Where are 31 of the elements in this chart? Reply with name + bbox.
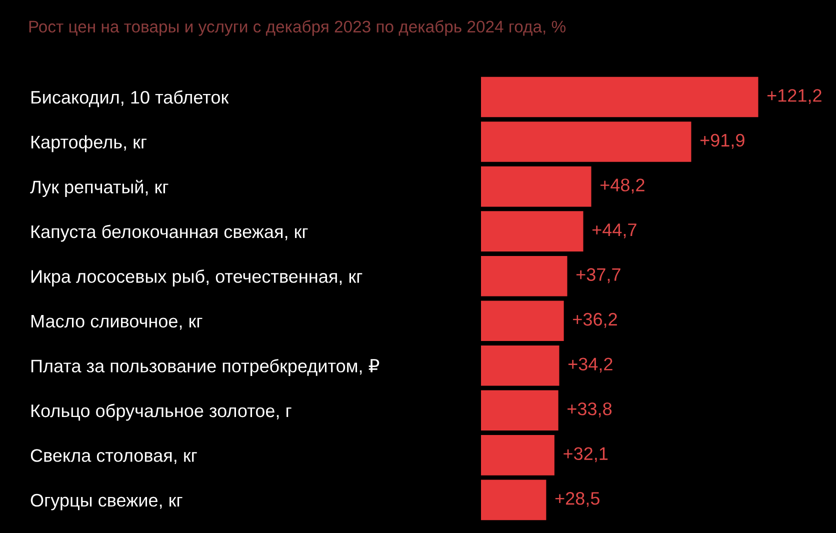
bar	[481, 211, 584, 252]
bar	[481, 166, 592, 207]
y-tick-label: Бисакодил, 10 таблеток	[31, 90, 229, 108]
y-tick-label: Плата за пользование потребкредитом, ₽	[31, 359, 380, 376]
y-tick-label: Икра лососевых рыб, отечественная, кг	[31, 269, 362, 286]
data-label: +33,8	[568, 402, 612, 418]
data-label: +91,9	[700, 134, 744, 149]
text: Рост цен на товары и услуги с декабря 2023 по декабрь 2024 года, %	[29, 20, 566, 36]
data-label: +36,2	[573, 312, 617, 328]
bar	[481, 345, 560, 386]
data-label: +121,2	[767, 89, 822, 104]
data-label: +37,7	[576, 268, 620, 284]
y-tick-label: Масло сливочное, кг	[31, 314, 202, 330]
data-label: +48,2	[600, 178, 644, 194]
y-tick-label: Картофель, кг	[31, 135, 147, 152]
data-label: +34,2	[568, 358, 612, 373]
data-label: +28,5	[555, 492, 600, 507]
bar	[481, 300, 564, 342]
y-tick-label: Капуста белокочанная свежая, кг	[31, 224, 308, 242]
bar	[481, 256, 568, 296]
bar	[481, 480, 546, 520]
bar	[481, 390, 558, 431]
data-label: +44,7	[592, 224, 636, 238]
bar	[481, 76, 758, 118]
data-label: +32,1	[564, 447, 608, 462]
bar	[481, 122, 692, 162]
y-tick-label: Свекла столовая, кг	[30, 449, 197, 464]
y-tick-label: Кольцо обручальное золотое, г	[31, 404, 292, 421]
bar	[481, 435, 554, 476]
y-tick-label: Огурцы свежие, кг	[30, 494, 182, 510]
y-tick-label: Лук репчатый, кг	[30, 180, 168, 197]
